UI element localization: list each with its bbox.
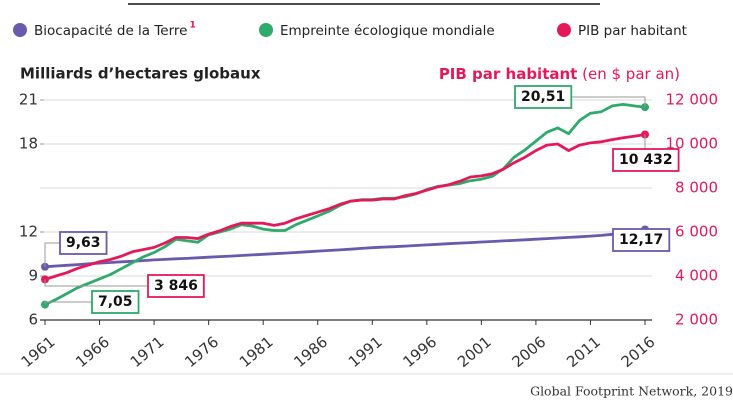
- value-label-box: 20,51: [514, 85, 646, 109]
- value-label: 20,51: [521, 89, 565, 105]
- series-line: [44, 133, 646, 281]
- y2-label-unit: (en $ par an): [582, 65, 680, 83]
- value-label-frame: [612, 228, 671, 252]
- leader-line: [44, 301, 92, 305]
- source: Global Footprint Network, 2019: [530, 384, 733, 399]
- y-tick-label: 18: [19, 135, 38, 153]
- legend-label: Biocapacité de la Terre: [34, 23, 187, 39]
- leader-line: [571, 96, 646, 108]
- leader-line: [44, 279, 148, 287]
- y-tick-label: 21: [19, 91, 38, 109]
- y2-label-main: PIB par habitant: [439, 65, 578, 83]
- x-tick-label: 2016: [618, 333, 659, 371]
- legend-label: PIB par habitant: [578, 23, 687, 39]
- value-label-frame: [612, 148, 680, 172]
- y-axis-label: Milliards d’hectares globaux: [20, 65, 261, 83]
- value-label-box: 9,63: [44, 231, 108, 267]
- x-tick-label: 2001: [454, 333, 495, 371]
- value-label-box: 7,05: [44, 290, 140, 314]
- value-label: 7,05: [98, 294, 133, 310]
- x-tick-label: 1986: [290, 333, 331, 371]
- x-tick-label: 1966: [72, 333, 113, 371]
- legend-note: 1: [189, 21, 195, 31]
- y2-tick-label: 6 000: [675, 223, 718, 241]
- y2-tick-label: 4 000: [675, 267, 718, 285]
- x-tick-label: 1976: [181, 333, 222, 371]
- value-label-frame: [514, 85, 573, 109]
- y-tick-label: 6: [28, 311, 38, 329]
- y2-tick-label: 12 000: [666, 91, 719, 109]
- value-label-box: 10 432: [612, 134, 680, 172]
- legend-marker: [13, 23, 27, 37]
- value-label-frame: [147, 274, 205, 298]
- x-tick-label: 1971: [127, 333, 168, 371]
- y2-tick-label: 10 000: [666, 135, 719, 153]
- legend-marker: [557, 23, 571, 37]
- x-tick-label: 2011: [563, 333, 604, 371]
- value-label: 9,63: [66, 235, 101, 251]
- value-label-frame: [59, 231, 108, 255]
- x-tick-label: 1996: [399, 333, 440, 371]
- y2-axis-label: PIB par habitant (en $ par an): [439, 65, 680, 83]
- value-label: 3 846: [154, 278, 198, 294]
- series-line: [44, 228, 646, 269]
- x-tick-label: 1991: [345, 333, 386, 371]
- value-label-frame: [91, 290, 140, 314]
- y-tick-label: 12: [19, 223, 38, 241]
- value-label: 12,17: [619, 232, 663, 248]
- x-tick-label: 2006: [509, 333, 550, 371]
- value-label-box: 3 846: [44, 274, 205, 298]
- y2-tick-label: 2 000: [675, 311, 718, 329]
- legend-label: Empreinte écologique mondiale: [280, 23, 495, 39]
- series-line: [44, 103, 646, 306]
- value-label: 10 432: [619, 152, 673, 168]
- y2-tick-label: 8 000: [675, 179, 718, 197]
- x-tick-label: 1961: [18, 333, 59, 371]
- y-tick-label: 9: [28, 267, 38, 285]
- value-label-box: 12,17: [612, 228, 671, 252]
- leader-line: [44, 242, 60, 267]
- x-tick-label: 1981: [236, 333, 277, 371]
- legend-marker: [259, 23, 273, 37]
